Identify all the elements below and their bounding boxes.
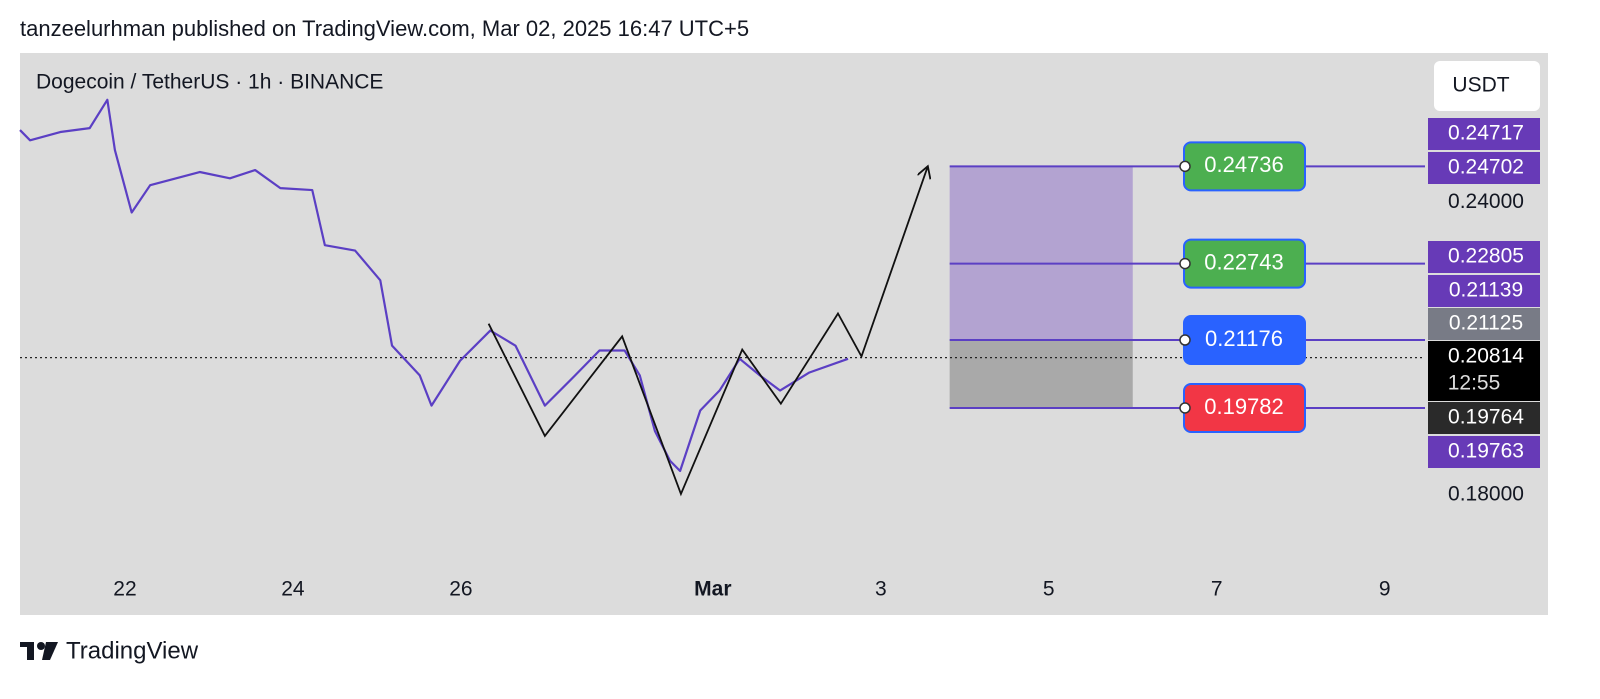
price-axis-text: 0.24717 [1448, 122, 1524, 145]
pattern-drawing [487, 166, 928, 497]
level-label: 0.19782 [1204, 394, 1284, 419]
x-tick-label: 3 [875, 578, 887, 601]
level-handle [1179, 402, 1191, 414]
currency-label[interactable]: USDT [1452, 74, 1509, 97]
price-line [19, 98, 849, 473]
price-axis-text: 0.19763 [1448, 440, 1524, 463]
price-axis-text: 0.21125 [1449, 312, 1523, 335]
price-axis-label [1428, 436, 1540, 468]
x-tick-label: 24 [281, 578, 305, 601]
price-axis-text: 0.21139 [1449, 279, 1523, 302]
x-tick-label: 9 [1379, 578, 1391, 601]
level-handle [1179, 257, 1191, 270]
price-axis-text: 0.20814 [1448, 345, 1524, 368]
price-axis-label [1428, 275, 1540, 307]
price-axis-label [1428, 241, 1540, 273]
x-tick-label: 5 [1043, 578, 1055, 601]
footer-brand: TradingView [66, 637, 199, 664]
x-tick-label: Mar [694, 578, 731, 601]
price-axis-label [1428, 341, 1540, 401]
level-handle [1179, 160, 1191, 173]
position-box [949, 166, 1133, 340]
chart-title: Dogecoin / TetherUS · 1h · BINANCE [36, 71, 383, 94]
price-axis-label [1428, 402, 1540, 434]
y-tick-label: 0.24000 [1448, 190, 1524, 213]
price-axis-label [1428, 308, 1540, 340]
plot-background [20, 53, 1548, 615]
price-axis-text: 0.19764 [1448, 406, 1524, 429]
currency-button[interactable] [1434, 61, 1540, 111]
price-axis-label [1428, 152, 1540, 184]
x-tick-label: 26 [449, 578, 472, 601]
price-axis-text: 0.24702 [1448, 156, 1524, 179]
x-tick-label: 7 [1211, 578, 1223, 601]
level-label: 0.22743 [1204, 249, 1284, 274]
countdown: 12:55 [1448, 372, 1501, 395]
level-label: 0.21176 [1205, 326, 1283, 351]
level-label: 0.24736 [1204, 152, 1284, 177]
x-tick-label: 22 [113, 578, 136, 601]
plot: 22 24 26 Mar 3 5 7 9 0.24000 0.18000 0.24736 0.2274… [19, 98, 1540, 601]
header-text: tanzeelurhman published on TradingView.c… [20, 16, 749, 41]
price-axis-text: 0.22805 [1448, 245, 1524, 268]
y-tick-label: 0.18000 [1448, 482, 1524, 505]
position-box [949, 339, 1133, 408]
level-handle [1179, 334, 1191, 346]
logo [20, 642, 58, 660]
price-axis-label [1428, 118, 1540, 150]
